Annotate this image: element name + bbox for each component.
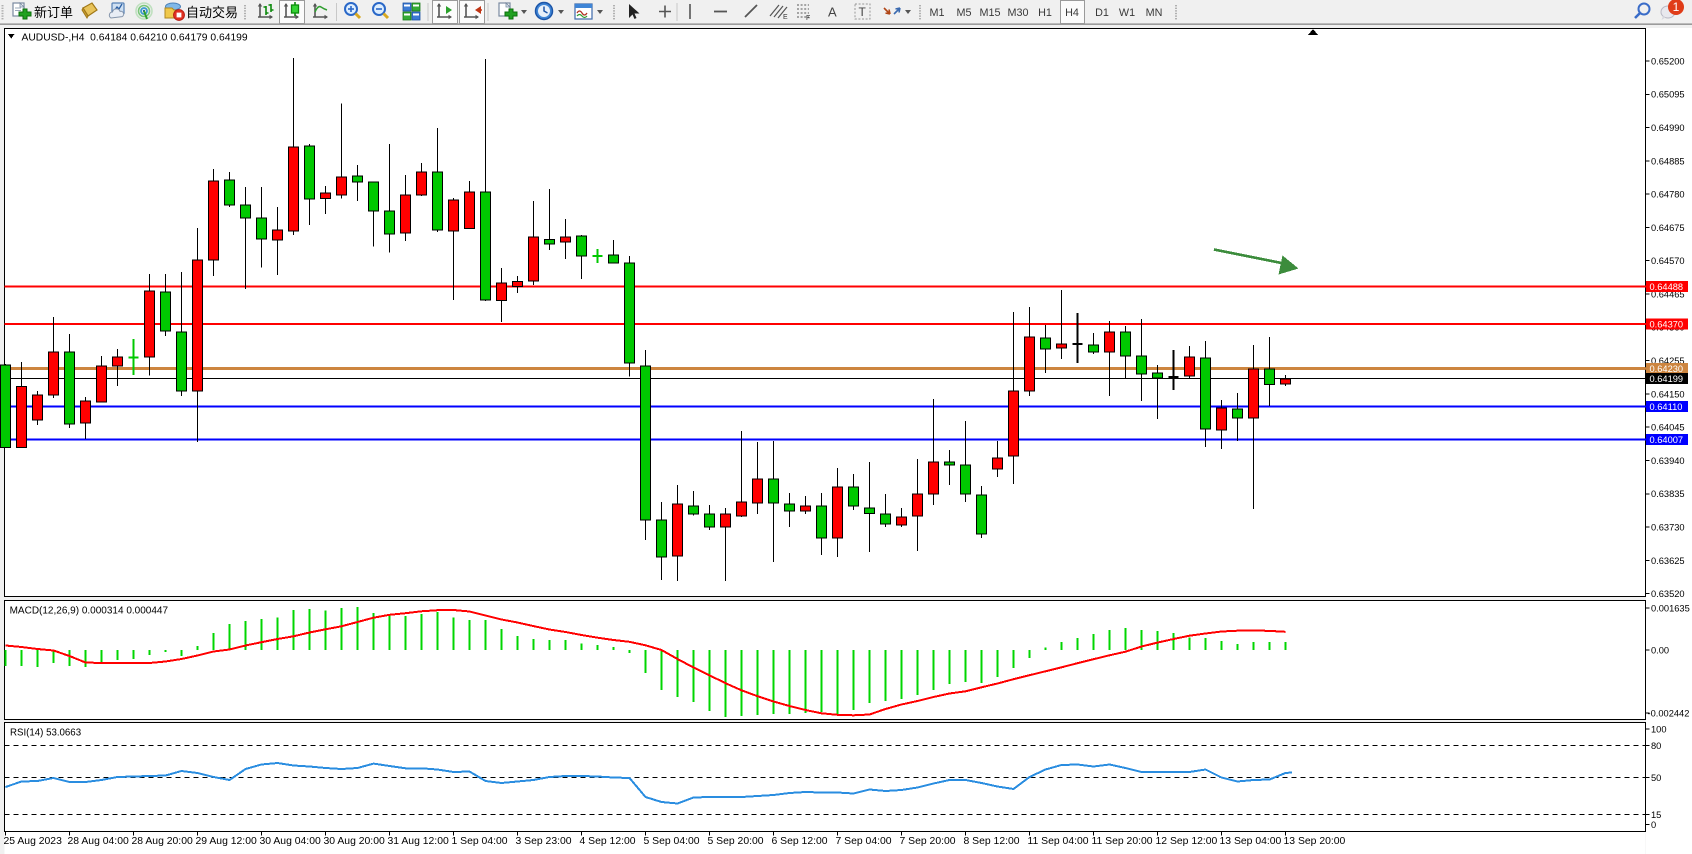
- svg-text:0.64255: 0.64255: [1651, 356, 1685, 366]
- svg-text:M5: M5: [957, 7, 972, 19]
- svg-text:1 Sep 04:00: 1 Sep 04:00: [452, 836, 508, 847]
- svg-text:0.65200: 0.65200: [1651, 56, 1685, 66]
- svg-text:0.00: 0.00: [1651, 645, 1669, 655]
- svg-text:T: T: [859, 5, 867, 19]
- svg-text:13 Sep 04:00: 13 Sep 04:00: [1220, 836, 1282, 847]
- svg-text:5 Sep 20:00: 5 Sep 20:00: [708, 836, 764, 847]
- svg-text:RSI(14) 53.0663: RSI(14) 53.0663: [10, 728, 81, 739]
- svg-text:M15: M15: [979, 7, 1000, 19]
- svg-text:13 Sep 20:00: 13 Sep 20:00: [1284, 836, 1346, 847]
- svg-text:25 Aug 2023: 25 Aug 2023: [4, 836, 63, 847]
- svg-text:0.64675: 0.64675: [1651, 223, 1685, 233]
- svg-text:0.64370: 0.64370: [1650, 319, 1684, 329]
- svg-text:7 Sep 20:00: 7 Sep 20:00: [900, 836, 956, 847]
- svg-text:0: 0: [1651, 820, 1656, 830]
- svg-text:0.64885: 0.64885: [1651, 156, 1685, 166]
- svg-text:6 Sep 12:00: 6 Sep 12:00: [772, 836, 828, 847]
- svg-text:0.64007: 0.64007: [1650, 435, 1684, 445]
- svg-text:28 Aug 04:00: 28 Aug 04:00: [68, 836, 129, 847]
- svg-text:4 Sep 12:00: 4 Sep 12:00: [580, 836, 636, 847]
- svg-text:0.64488: 0.64488: [1650, 282, 1684, 292]
- svg-text:AUDUSD-,H4 0.64184 0.64210 0.: AUDUSD-,H4 0.64184 0.64210 0.64179 0.641…: [22, 33, 248, 44]
- svg-text:0.65095: 0.65095: [1651, 90, 1685, 100]
- svg-text:E: E: [783, 14, 788, 21]
- svg-text:12 Sep 12:00: 12 Sep 12:00: [1156, 836, 1218, 847]
- svg-text:F: F: [806, 15, 810, 22]
- svg-text:0.64150: 0.64150: [1651, 389, 1685, 399]
- svg-text:0.001635: 0.001635: [1651, 603, 1690, 613]
- svg-text:0.63625: 0.63625: [1651, 556, 1685, 566]
- svg-text:50: 50: [1651, 773, 1661, 783]
- svg-text:M1: M1: [930, 7, 945, 19]
- svg-text:8 Sep 12:00: 8 Sep 12:00: [964, 836, 1020, 847]
- svg-text:新订单: 新订单: [34, 5, 73, 20]
- svg-text:0.63940: 0.63940: [1651, 456, 1685, 466]
- svg-text:0.64199: 0.64199: [1650, 374, 1684, 384]
- svg-text:100: 100: [1651, 724, 1667, 734]
- svg-text:自动交易: 自动交易: [186, 5, 238, 20]
- svg-text:0.64570: 0.64570: [1651, 256, 1685, 266]
- svg-text:0.63835: 0.63835: [1651, 489, 1685, 499]
- svg-text:31 Aug 12:00: 31 Aug 12:00: [388, 836, 449, 847]
- svg-text:30 Aug 20:00: 30 Aug 20:00: [324, 836, 385, 847]
- svg-text:1: 1: [1673, 0, 1680, 14]
- svg-text:A: A: [828, 5, 837, 20]
- svg-text:3 Sep 23:00: 3 Sep 23:00: [516, 836, 572, 847]
- svg-text:28 Aug 20:00: 28 Aug 20:00: [132, 836, 193, 847]
- svg-text:0.64045: 0.64045: [1651, 423, 1685, 433]
- svg-text:15: 15: [1651, 810, 1661, 820]
- svg-text:0.63520: 0.63520: [1651, 589, 1685, 599]
- svg-text:0.64465: 0.64465: [1651, 289, 1685, 299]
- svg-text:80: 80: [1651, 741, 1661, 751]
- svg-text:11 Sep 04:00: 11 Sep 04:00: [1028, 836, 1089, 847]
- svg-text:11 Sep 20:00: 11 Sep 20:00: [1092, 836, 1153, 847]
- svg-text:M30: M30: [1007, 7, 1028, 19]
- svg-text:0.64230: 0.64230: [1650, 364, 1684, 374]
- svg-text:30 Aug 04:00: 30 Aug 04:00: [260, 836, 321, 847]
- svg-text:D1: D1: [1095, 7, 1109, 19]
- svg-text:29 Aug 12:00: 29 Aug 12:00: [196, 836, 257, 847]
- svg-text:0.64990: 0.64990: [1651, 123, 1685, 133]
- svg-text:5 Sep 04:00: 5 Sep 04:00: [644, 836, 700, 847]
- svg-text:-0.002442: -0.002442: [1648, 708, 1690, 718]
- svg-text:H1: H1: [1038, 7, 1052, 19]
- svg-text:W1: W1: [1119, 7, 1135, 19]
- svg-text:0.64110: 0.64110: [1650, 402, 1683, 412]
- svg-text:MACD(12,26,9) 0.000314 0.00044: MACD(12,26,9) 0.000314 0.000447: [10, 606, 169, 617]
- svg-text:MN: MN: [1146, 7, 1163, 19]
- svg-text:H4: H4: [1065, 7, 1079, 19]
- svg-text:0.63730: 0.63730: [1651, 522, 1685, 532]
- svg-text:7 Sep 04:00: 7 Sep 04:00: [836, 836, 892, 847]
- svg-text:0.64780: 0.64780: [1651, 190, 1685, 200]
